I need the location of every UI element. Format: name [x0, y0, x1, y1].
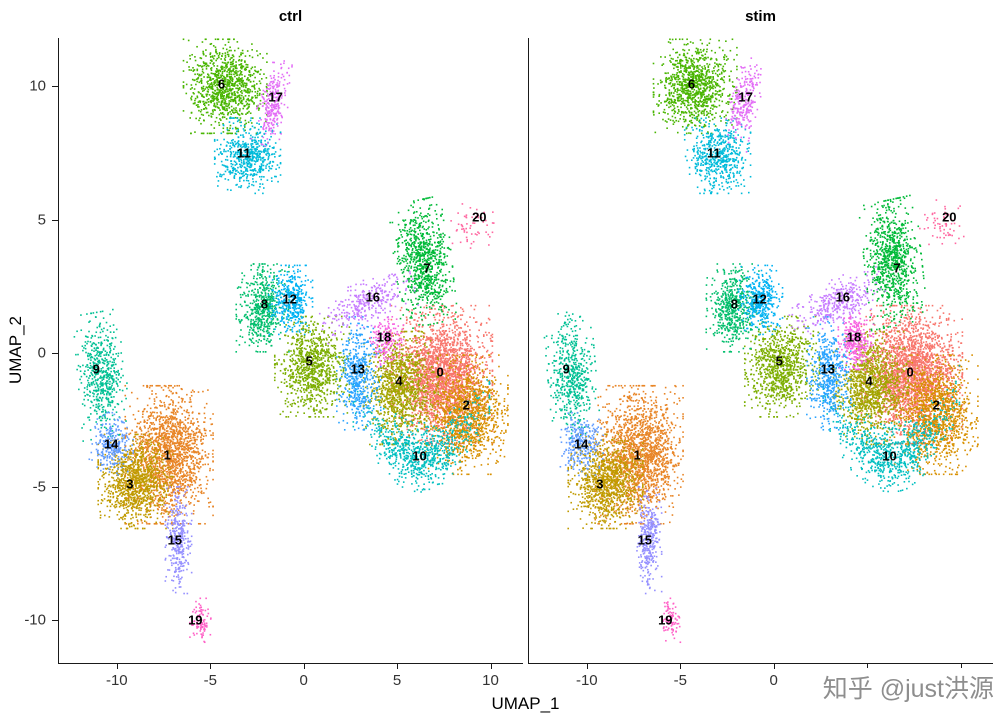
y-tick-label: 0: [37, 344, 46, 362]
x-tick-label: -5: [203, 672, 217, 689]
x-tick-label: -10: [575, 672, 598, 689]
x-ticks-ctrl: -10 -5 0 5 10: [58, 664, 523, 694]
y-tick-label: 5: [37, 211, 46, 229]
x-tick-label: 0: [769, 672, 778, 689]
y-axis-line-stim: [528, 38, 529, 663]
facet-title-ctrl: ctrl: [278, 8, 303, 25]
y-tick-mark: [52, 620, 58, 622]
scatter-canvas-ctrl: [58, 38, 523, 663]
y-tick-mark: [52, 86, 58, 88]
x-tick-mark: [867, 664, 869, 669]
facet-title-stim: stim: [745, 8, 776, 25]
x-tick-label: 10: [482, 672, 499, 689]
x-tick-mark: [303, 664, 305, 669]
scatter-canvas-stim: [528, 38, 993, 663]
x-tick-mark: [116, 664, 118, 669]
x-tick-mark: [773, 664, 775, 669]
y-tick-mark: [52, 219, 58, 221]
y-axis-line-ctrl: [58, 38, 59, 663]
x-tick-label: 5: [392, 672, 402, 689]
x-tick-label: 0: [299, 672, 308, 689]
x-tick-mark: [680, 664, 682, 669]
panel-ctrl: ctrl -10 -5 0 5 10 0 1 2 3 4 5 6 7 8 9 10 11 12 13 14 15 16 1…: [58, 0, 523, 720]
y-tick-mark: [52, 486, 58, 488]
x-axis-line-stim: [528, 663, 993, 664]
x-tick-label: -5: [673, 672, 687, 689]
x-tick-mark: [960, 664, 962, 669]
x-tick-mark: [586, 664, 588, 669]
x-axis-title: UMAP_1: [491, 694, 560, 713]
y-tick-label: 10: [29, 77, 46, 95]
y-axis: 10 5 0 -5 -10: [0, 0, 58, 720]
x-tick-mark: [210, 664, 212, 669]
x-axis-line-ctrl: [58, 663, 523, 664]
y-tick-mark: [52, 353, 58, 355]
y-tick-label: -10: [24, 611, 46, 629]
x-tick-label: -10: [105, 672, 128, 689]
x-tick-mark: [490, 664, 492, 669]
y-tick-label: -5: [32, 478, 46, 496]
watermark: 知乎 @just洪源: [782, 668, 994, 710]
x-tick-mark: [397, 664, 399, 669]
